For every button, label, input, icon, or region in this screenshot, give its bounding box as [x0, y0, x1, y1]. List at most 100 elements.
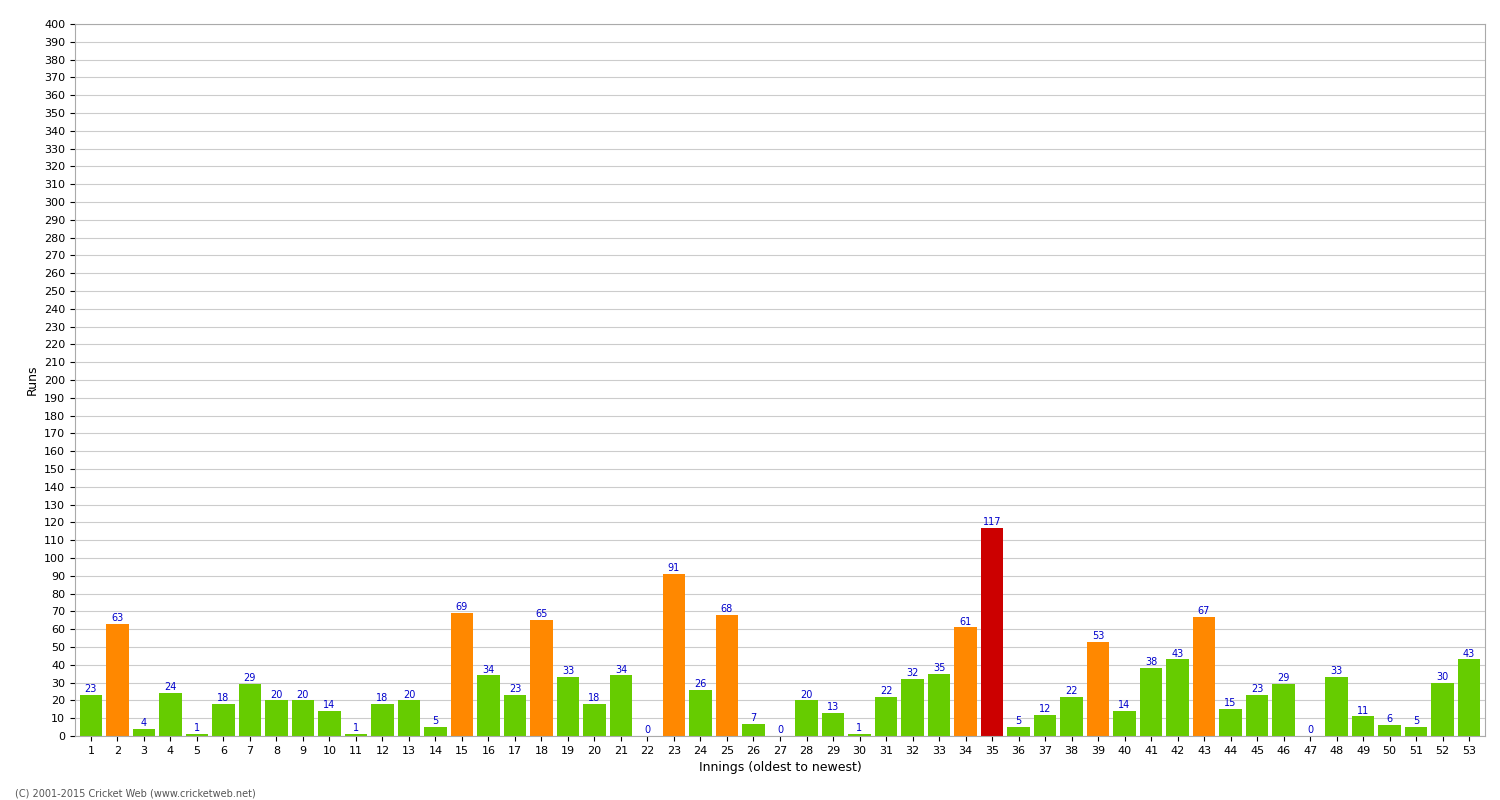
Text: 1: 1	[856, 723, 862, 734]
Bar	[106, 624, 129, 736]
Y-axis label: Runs: Runs	[26, 365, 39, 395]
Text: 5: 5	[1413, 716, 1419, 726]
Bar	[266, 701, 288, 736]
Bar	[1326, 678, 1348, 736]
Text: 33: 33	[562, 666, 574, 676]
Text: 15: 15	[1224, 698, 1238, 709]
X-axis label: Innings (oldest to newest): Innings (oldest to newest)	[699, 762, 861, 774]
Bar	[370, 704, 393, 736]
Text: 38: 38	[1144, 658, 1156, 667]
Text: 20: 20	[270, 690, 282, 699]
Text: 33: 33	[1330, 666, 1342, 676]
Bar	[186, 734, 209, 736]
Bar	[742, 723, 765, 736]
Bar	[291, 701, 314, 736]
Text: 32: 32	[906, 668, 918, 678]
Text: 5: 5	[432, 716, 438, 726]
Text: 5: 5	[1016, 716, 1022, 726]
Text: 29: 29	[1278, 674, 1290, 683]
Text: 1: 1	[194, 723, 200, 734]
Text: 0: 0	[1306, 725, 1312, 735]
Bar	[80, 695, 102, 736]
Text: 43: 43	[1462, 649, 1474, 658]
Bar	[928, 674, 951, 736]
Bar	[1431, 682, 1454, 736]
Bar	[211, 704, 234, 736]
Bar	[1060, 697, 1083, 736]
Text: 91: 91	[668, 563, 680, 573]
Bar	[530, 620, 552, 736]
Text: 53: 53	[1092, 630, 1104, 641]
Text: 0: 0	[777, 725, 783, 735]
Bar	[716, 615, 738, 736]
Text: 61: 61	[960, 617, 972, 626]
Bar	[847, 734, 871, 736]
Bar	[981, 528, 1004, 736]
Bar	[609, 675, 631, 736]
Bar	[238, 684, 261, 736]
Bar	[318, 711, 340, 736]
Text: 20: 20	[404, 690, 416, 699]
Text: 43: 43	[1172, 649, 1184, 658]
Bar	[584, 704, 606, 736]
Bar	[688, 690, 712, 736]
Text: 35: 35	[933, 663, 945, 673]
Bar	[874, 697, 897, 736]
Bar	[1113, 711, 1136, 736]
Text: 63: 63	[111, 613, 123, 623]
Text: 12: 12	[1040, 704, 1052, 714]
Bar	[902, 679, 924, 736]
Text: 23: 23	[1251, 684, 1263, 694]
Bar	[1008, 727, 1031, 736]
Bar	[1167, 659, 1190, 736]
Text: 18: 18	[376, 693, 388, 703]
Bar	[1140, 668, 1162, 736]
Text: 22: 22	[1065, 686, 1078, 696]
Bar	[477, 675, 500, 736]
Text: 68: 68	[722, 604, 734, 614]
Bar	[398, 701, 420, 736]
Text: 67: 67	[1198, 606, 1210, 616]
Text: 6: 6	[1386, 714, 1392, 725]
Text: 18: 18	[588, 693, 600, 703]
Bar	[1192, 617, 1215, 736]
Text: 0: 0	[645, 725, 651, 735]
Text: 117: 117	[982, 517, 1002, 527]
Bar	[954, 627, 976, 736]
Bar	[822, 713, 844, 736]
Text: 23: 23	[509, 684, 520, 694]
Text: 4: 4	[141, 718, 147, 728]
Bar	[1220, 710, 1242, 736]
Bar	[663, 574, 686, 736]
Text: 30: 30	[1437, 672, 1449, 682]
Bar	[1272, 684, 1294, 736]
Text: 7: 7	[750, 713, 756, 722]
Bar	[1088, 642, 1110, 736]
Text: 23: 23	[84, 684, 98, 694]
Text: 14: 14	[1119, 700, 1131, 710]
Text: 20: 20	[801, 690, 813, 699]
Bar	[424, 727, 447, 736]
Text: 24: 24	[164, 682, 177, 692]
Text: (C) 2001-2015 Cricket Web (www.cricketweb.net): (C) 2001-2015 Cricket Web (www.cricketwe…	[15, 788, 255, 798]
Text: 26: 26	[694, 679, 706, 689]
Bar	[556, 678, 579, 736]
Bar	[132, 729, 154, 736]
Text: 65: 65	[536, 610, 548, 619]
Bar	[1406, 727, 1428, 736]
Bar	[504, 695, 526, 736]
Text: 34: 34	[615, 665, 627, 674]
Text: 11: 11	[1358, 706, 1370, 715]
Bar	[1352, 717, 1374, 736]
Text: 20: 20	[297, 690, 309, 699]
Bar	[795, 701, 818, 736]
Bar	[159, 694, 182, 736]
Bar	[1378, 726, 1401, 736]
Text: 18: 18	[217, 693, 229, 703]
Bar	[1458, 659, 1480, 736]
Text: 1: 1	[352, 723, 358, 734]
Text: 34: 34	[483, 665, 495, 674]
Bar	[450, 613, 472, 736]
Bar	[345, 734, 368, 736]
Text: 14: 14	[324, 700, 336, 710]
